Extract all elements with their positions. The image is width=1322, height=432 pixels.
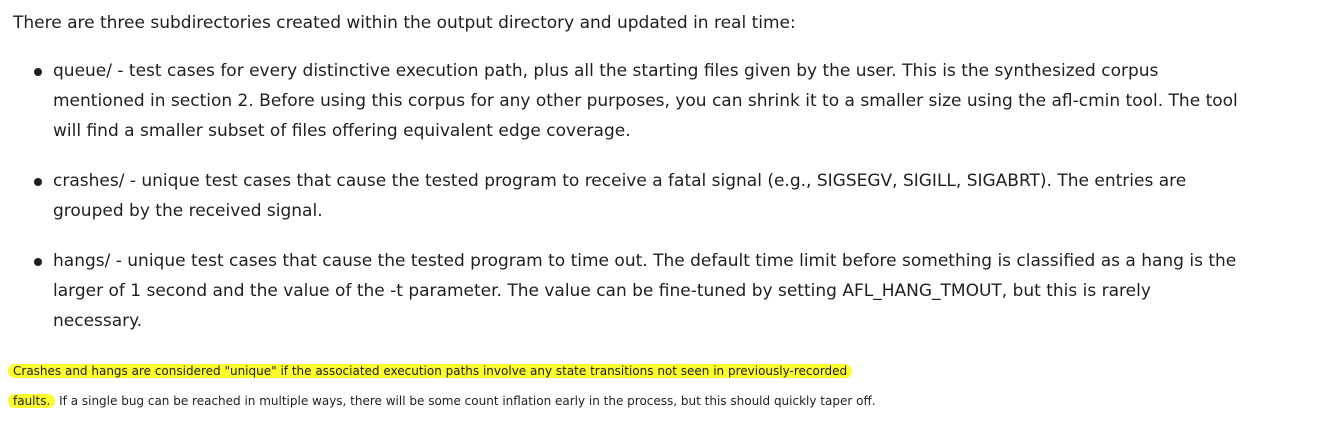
text-line: hangs/ - unique test cases that cause th… (53, 251, 1237, 271)
text-line: grouped by the received signal. (53, 201, 323, 221)
bullet-icon (34, 258, 42, 266)
highlighted-text: faults. (8, 394, 56, 408)
list-item-text: queue/ - test cases for every distinctiv… (53, 56, 1278, 146)
text-line: crashes/ - unique test cases that cause … (53, 171, 1187, 191)
list-item-text: crashes/ - unique test cases that cause … (53, 166, 1278, 226)
text-line: larger of 1 second and the value of the … (53, 281, 1151, 301)
bullet-icon (34, 178, 42, 186)
closing-line-2: faults. If a single bug can be reached i… (8, 386, 1313, 416)
highlighted-text: Crashes and hangs are considered "unique… (8, 364, 853, 378)
text-line: necessary. (53, 311, 143, 331)
intro-paragraph: There are three subdirectories created w… (13, 13, 796, 33)
text-line: will find a smaller subset of files offe… (53, 121, 631, 141)
closing-text: If a single bug can be reached in multip… (55, 394, 876, 408)
text-line: queue/ - test cases for every distinctiv… (53, 61, 1159, 81)
text-line: mentioned in section 2. Before using thi… (53, 91, 1238, 111)
closing-paragraph: Crashes and hangs are considered "unique… (8, 356, 1313, 416)
bullet-icon (34, 68, 42, 76)
list-item-text: hangs/ - unique test cases that cause th… (53, 246, 1278, 336)
closing-line-1: Crashes and hangs are considered "unique… (8, 356, 1313, 386)
